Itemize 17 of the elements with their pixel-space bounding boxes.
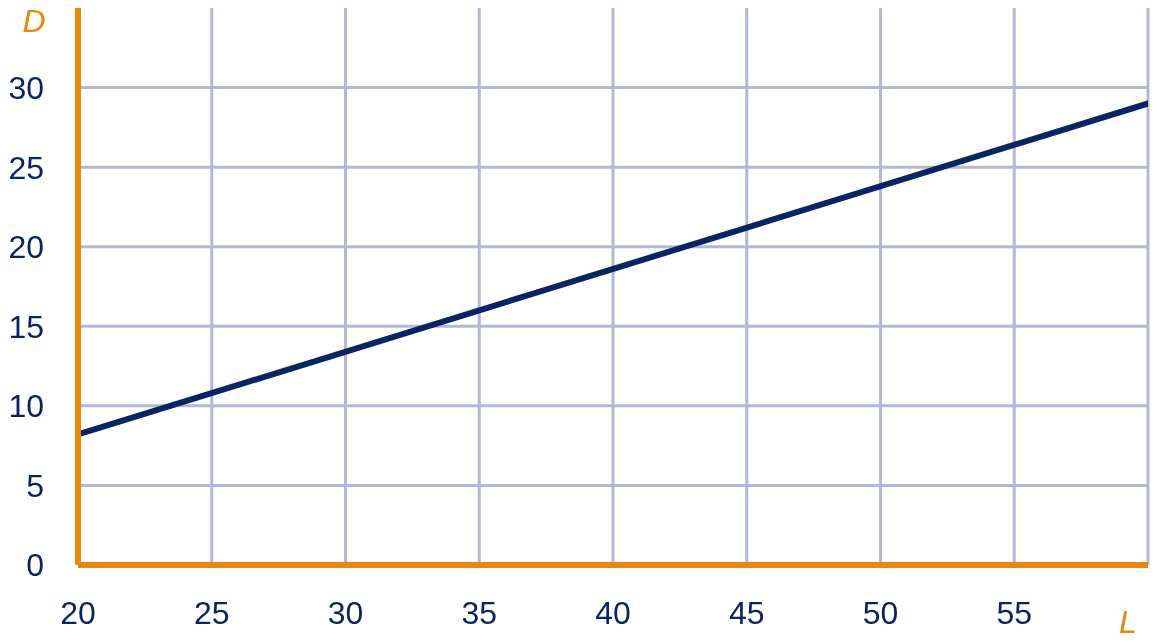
x-tick-label: 20 [60, 594, 96, 631]
y-tick-label: 15 [8, 308, 44, 345]
y-tick-label: 5 [26, 467, 44, 504]
y-tick-label: 25 [8, 149, 44, 186]
x-tick-label: 35 [461, 594, 498, 631]
y-tick-label: 0 [26, 547, 44, 584]
x-tick-label: 25 [193, 594, 230, 631]
x-tick-label: 50 [862, 594, 899, 631]
y-tick-label: 10 [8, 388, 44, 425]
x-tick-label: 40 [595, 594, 631, 631]
y-axis-title: D [22, 3, 46, 39]
x-axis-title: L [1119, 604, 1137, 640]
x-tick-label: 55 [996, 594, 1033, 631]
x-tick-label: 45 [728, 594, 765, 631]
x-tick-label: 30 [327, 594, 364, 631]
y-tick-label: 20 [8, 229, 44, 266]
y-tick-label: 30 [8, 69, 44, 106]
